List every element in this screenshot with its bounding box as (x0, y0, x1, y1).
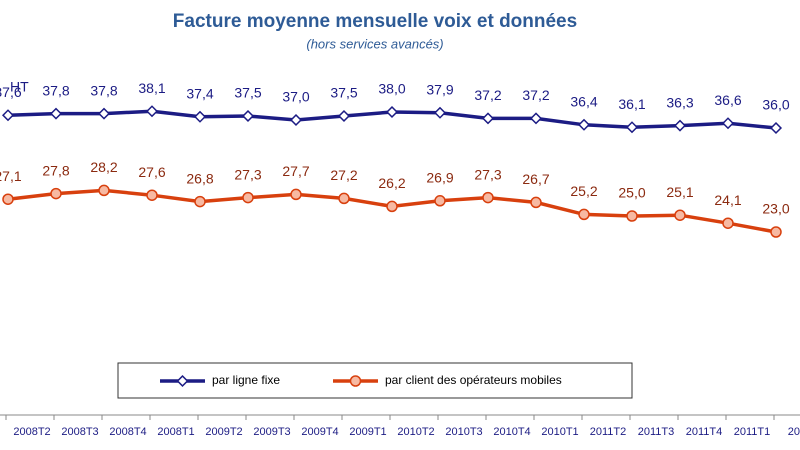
marker (242, 191, 254, 204)
data-label: 27,1 (0, 168, 22, 184)
x-tick-label: 2010T2 (397, 426, 434, 438)
legend-marker (176, 374, 189, 388)
data-label: 37,0 (282, 89, 309, 105)
x-tick-label: 2011T3 (638, 426, 675, 438)
data-label: 37,2 (474, 87, 501, 103)
data-label: 25,2 (570, 183, 597, 199)
data-label: 26,8 (186, 170, 213, 186)
marker (721, 117, 735, 130)
data-label: 36,3 (666, 94, 693, 110)
marker (146, 189, 158, 201)
marker (482, 191, 494, 204)
marker (626, 210, 638, 222)
x-tick-label: 2010T4 (493, 426, 530, 438)
marker (722, 217, 734, 229)
chart-title: Facture moyenne mensuelle voix et donnée… (173, 11, 577, 32)
x-tick-label: 2008T1 (157, 426, 194, 438)
data-label: 37,6 (0, 84, 22, 100)
marker (433, 106, 447, 119)
marker (98, 184, 110, 197)
legend-marker (349, 375, 362, 387)
marker (434, 195, 446, 207)
marker (529, 112, 543, 125)
x-tick-label: 2009T1 (349, 426, 386, 438)
x-tick-label: 2009T3 (253, 426, 290, 438)
x-tick-label: 2008T4 (109, 426, 146, 438)
marker (769, 121, 783, 135)
marker (578, 208, 590, 221)
data-label: 37,8 (90, 82, 117, 98)
marker (625, 121, 639, 134)
marker (194, 195, 206, 208)
legend-label: par client des opérateurs mobiles (385, 373, 562, 387)
marker (1, 109, 15, 122)
marker (241, 109, 255, 123)
marker (50, 187, 62, 200)
data-label: 28,2 (90, 159, 117, 175)
marker (97, 107, 111, 120)
data-label: 37,8 (42, 82, 69, 98)
unit-label: HT (10, 79, 29, 95)
data-label: 25,1 (666, 184, 693, 200)
data-label: 26,9 (426, 170, 453, 186)
data-label: 23,0 (762, 201, 789, 217)
x-tick-label: 2008T3 (61, 426, 98, 438)
marker (481, 112, 495, 125)
data-label: 37,9 (426, 82, 453, 98)
x-tick-label: 2011T1 (734, 426, 771, 438)
data-label: 26,2 (378, 175, 405, 191)
marker (674, 209, 686, 221)
marker (338, 192, 350, 205)
marker (49, 107, 63, 120)
marker (290, 188, 302, 201)
marker (145, 105, 159, 118)
marker (386, 200, 398, 213)
data-label: 27,3 (234, 166, 261, 182)
data-label: 25,0 (618, 185, 645, 201)
x-tick-label: 2010T1 (541, 426, 578, 438)
x-tick-label: 2011T2 (590, 426, 627, 438)
marker (2, 193, 14, 205)
marker (577, 118, 591, 131)
marker (770, 226, 782, 238)
data-label: 24,1 (714, 192, 741, 208)
x-tick-label: 2008T2 (13, 426, 50, 438)
marker (673, 119, 687, 132)
data-label: 38,0 (378, 81, 405, 97)
x-tick-label: 2009T4 (301, 426, 338, 438)
data-label: 38,1 (138, 80, 165, 96)
data-label: 36,1 (618, 96, 645, 112)
data-label: 36,4 (570, 94, 597, 110)
data-label: 37,4 (186, 86, 213, 102)
marker (385, 105, 399, 119)
data-label: 27,6 (138, 164, 165, 180)
data-label: 37,5 (234, 85, 261, 101)
data-label: 36,6 (714, 92, 741, 108)
x-tick-label: 2009T2 (205, 426, 242, 438)
marker (289, 113, 303, 127)
marker (337, 109, 351, 123)
data-label: 27,7 (282, 163, 309, 179)
data-label: 27,2 (330, 167, 357, 183)
legend-label: par ligne fixe (212, 373, 280, 387)
x-tick-label: 2011T4 (686, 426, 723, 438)
data-label: 27,8 (42, 162, 69, 178)
data-label: 36,0 (762, 97, 789, 113)
data-label: 37,2 (522, 87, 549, 103)
marker (530, 196, 542, 209)
x-tick-label: 2012 (788, 426, 800, 438)
data-label: 27,3 (474, 166, 501, 182)
chart-subtitle: (hors services avancés) (306, 36, 443, 51)
data-label: 26,7 (522, 171, 549, 187)
data-label: 37,5 (330, 85, 357, 101)
marker (193, 110, 207, 123)
x-tick-label: 2010T3 (445, 426, 482, 438)
